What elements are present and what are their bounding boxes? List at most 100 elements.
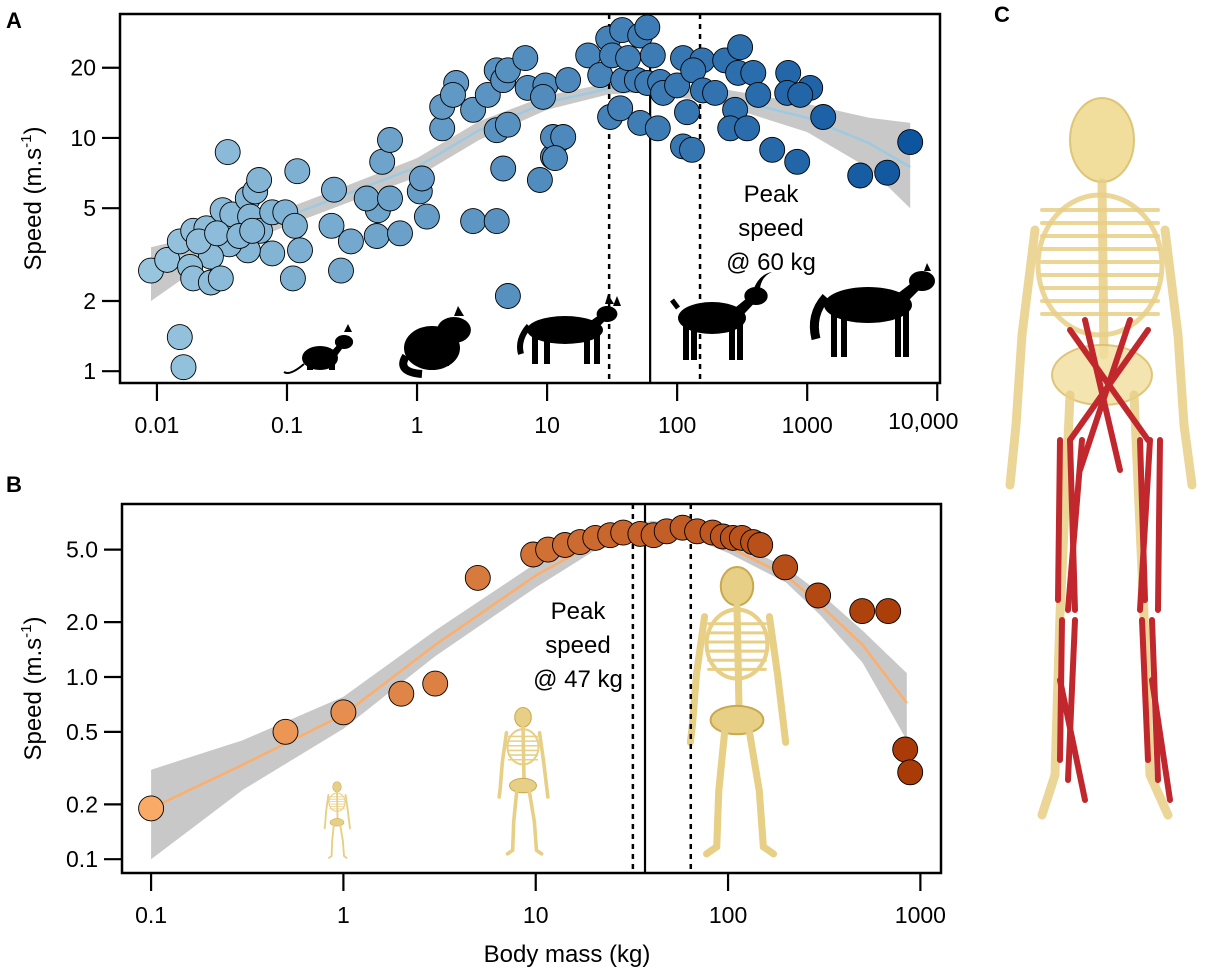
data-point [664, 72, 691, 99]
x-axis-label: Body mass (kg) [484, 941, 651, 968]
data-point [337, 228, 364, 255]
x-tick-label: 10 [534, 412, 560, 438]
peak-annotation: speed [738, 215, 803, 242]
data-point [464, 564, 491, 591]
data-point [422, 670, 449, 697]
x-tick-label: 10,000 [888, 408, 958, 434]
data-point [747, 532, 774, 558]
data-point [494, 283, 521, 309]
data-point [702, 79, 729, 106]
coyote-icon [517, 294, 621, 364]
y-axis-label-end: ) [20, 126, 47, 134]
data-point [321, 176, 347, 203]
x-tick-label: 1 [411, 412, 424, 438]
small-skeleton-icon [323, 781, 351, 859]
data-point [214, 139, 241, 166]
data-point [679, 136, 705, 163]
data-point [530, 83, 556, 110]
chinchilla-icon [399, 306, 471, 378]
horse-icon [809, 263, 935, 357]
y-tick-label: 20 [70, 55, 96, 81]
panel-label-c: C [994, 2, 1010, 27]
data-point [170, 354, 197, 381]
data-point [897, 759, 924, 786]
plot-frame [118, 12, 942, 385]
data-point [634, 14, 661, 41]
x-tick-label: 1000 [782, 412, 833, 438]
y-axis-label-superscript: -1 [18, 134, 35, 147]
data-point [272, 718, 299, 745]
data-point [745, 81, 772, 108]
data-point [353, 185, 380, 212]
data-point [805, 582, 832, 609]
data-point [740, 59, 767, 86]
data-point [772, 554, 799, 581]
y-tick-label: 0.5 [66, 719, 98, 745]
chart-a: 0.01 0.1 1 10 100 1000 10,000 1 2 5 10 20 Speed (m.s… [18, 12, 958, 438]
data-point [759, 136, 786, 163]
data-point [377, 127, 403, 153]
data-point [460, 208, 487, 235]
data-point [204, 220, 231, 247]
data-point [512, 45, 539, 72]
peak-annotation: @ 60 kg [726, 249, 816, 276]
data-point [490, 155, 517, 182]
medium-skeleton-icon [497, 706, 550, 856]
y-axis-label-text: Speed (m.s [20, 148, 47, 271]
data-point [377, 185, 403, 212]
peak-annotation: Peak [551, 598, 607, 625]
data-point [408, 165, 435, 192]
data-point [727, 34, 754, 61]
y-tick-label: 2.0 [66, 609, 98, 635]
data-point [674, 99, 700, 126]
x-tick-label: 0.1 [271, 412, 303, 438]
data-point [239, 217, 266, 244]
data-point [259, 240, 286, 267]
x-tick-label: 0.01 [135, 412, 180, 438]
x-tick-label: 1000 [895, 902, 946, 928]
data-point [847, 162, 874, 189]
rat-icon [283, 324, 354, 374]
x-tick-label: 1 [337, 902, 350, 928]
y-axis-label-text: Speed (m.s [20, 638, 47, 761]
y-tick-label: 1.0 [66, 664, 98, 690]
data-point [607, 95, 634, 122]
data-point [810, 104, 837, 130]
data-point [166, 324, 193, 351]
data-point [387, 220, 413, 247]
x-tick-label: 100 [658, 412, 696, 438]
data-point [526, 167, 553, 193]
data-point [787, 81, 814, 108]
y-axis-label-end: ) [20, 616, 47, 624]
data-point [207, 265, 234, 292]
y-axis-label-superscript: -1 [18, 624, 35, 637]
data-point [330, 699, 357, 726]
data-point [138, 795, 165, 822]
peak-annotation: @ 47 kg [533, 666, 623, 693]
data-point [874, 159, 901, 186]
data-point [734, 115, 761, 142]
plot-frame [120, 502, 943, 875]
y-tick-label: 10 [70, 125, 96, 151]
data-point [328, 257, 354, 284]
y-tick-label: 5 [83, 195, 96, 221]
y-tick-label: 2 [83, 288, 96, 314]
data-point [363, 223, 390, 249]
y-axis-label: Speed (m.s-1) [18, 126, 47, 270]
x-tick-label: 100 [709, 902, 747, 928]
y-tick-label: 0.2 [66, 791, 98, 817]
data-point [413, 203, 440, 230]
data-point [369, 148, 396, 175]
data-point [279, 265, 306, 292]
data-point [892, 736, 919, 763]
data-point [318, 212, 345, 239]
y-axis-label: Speed (m.s-1) [18, 616, 47, 760]
data-point [388, 680, 415, 707]
chart-b: 0.1 1 10 100 1000 0.1 0.2 0.5 1.0 2.0 5.0 Speed (m.… [18, 502, 946, 968]
data-point [849, 598, 876, 625]
panel-label-b: B [6, 472, 22, 497]
panel-label-a: A [6, 8, 22, 33]
confidence-band [151, 520, 907, 860]
data-point [494, 111, 521, 138]
